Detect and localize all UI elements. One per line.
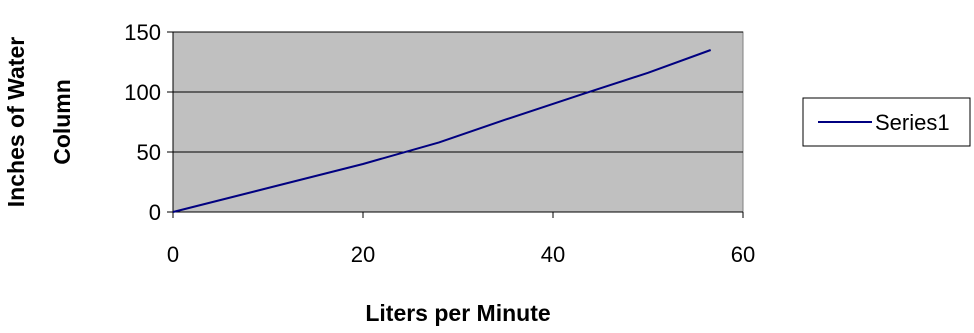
axes	[172, 32, 743, 213]
y-axis-title: Inches of Water Column	[3, 37, 75, 207]
series-line-1	[172, 49, 712, 213]
tick-marks	[167, 31, 744, 218]
x-tick-label-20: 20	[351, 242, 375, 267]
y-axis-title-line-2: Column	[49, 79, 75, 165]
x-tick-labels: 0 20 40 60	[167, 242, 755, 267]
x-axis-title: Liters per Minute	[365, 300, 550, 326]
plot-area	[172, 31, 744, 213]
series-lines	[172, 49, 712, 213]
y-tick-label-50: 50	[137, 140, 161, 165]
x-tick-label-40: 40	[541, 242, 565, 267]
x-tick-label-0: 0	[167, 242, 179, 267]
legend-label-series1: Series1	[875, 110, 950, 135]
gridlines	[173, 31, 743, 153]
y-tick-label-150: 150	[124, 20, 161, 45]
y-tick-label-0: 0	[149, 200, 161, 225]
x-tick-label-60: 60	[731, 242, 755, 267]
y-tick-labels: 0 50 100 150	[124, 20, 161, 225]
y-tick-label-100: 100	[124, 80, 161, 105]
legend: Series1	[802, 97, 971, 147]
y-axis-title-line-1: Inches of Water	[3, 37, 29, 207]
